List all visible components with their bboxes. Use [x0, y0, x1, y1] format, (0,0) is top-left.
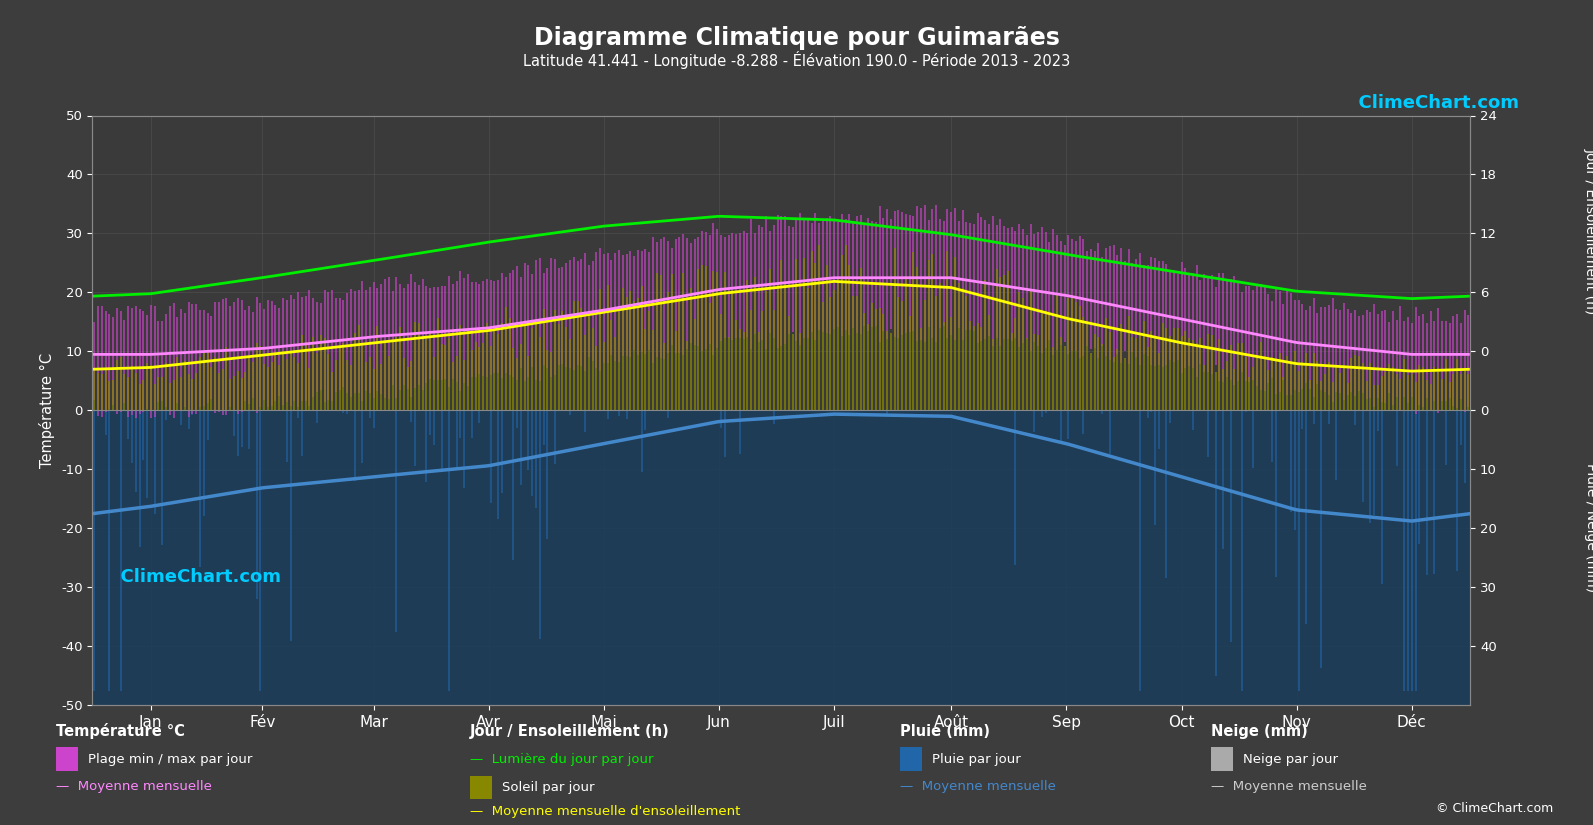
Text: © ClimeChart.com: © ClimeChart.com [1435, 802, 1553, 815]
Text: Plage min / max par jour: Plage min / max par jour [88, 752, 252, 766]
Text: Jour / Ensoleillement (h): Jour / Ensoleillement (h) [470, 724, 669, 739]
Text: —  Moyenne mensuelle: — Moyenne mensuelle [56, 780, 212, 794]
Text: —  Moyenne mensuelle: — Moyenne mensuelle [1211, 780, 1367, 794]
Text: Pluie (mm): Pluie (mm) [900, 724, 989, 739]
Text: —  Lumière du jour par jour: — Lumière du jour par jour [470, 753, 653, 766]
Text: Température °C: Température °C [56, 723, 185, 739]
Text: Soleil par jour: Soleil par jour [502, 780, 594, 794]
Text: —  Moyenne mensuelle d'ensoleillement: — Moyenne mensuelle d'ensoleillement [470, 805, 741, 818]
Text: Neige par jour: Neige par jour [1243, 752, 1338, 766]
Text: Pluie / Neige (mm): Pluie / Neige (mm) [1583, 464, 1593, 592]
Text: ClimeChart.com: ClimeChart.com [108, 568, 282, 587]
Text: Diagramme Climatique pour Guimarães: Diagramme Climatique pour Guimarães [534, 26, 1059, 50]
Text: —  Moyenne mensuelle: — Moyenne mensuelle [900, 780, 1056, 794]
Text: Jour / Ensoleillement (h): Jour / Ensoleillement (h) [1583, 148, 1593, 314]
Text: Neige (mm): Neige (mm) [1211, 724, 1308, 739]
Y-axis label: Température °C: Température °C [40, 353, 56, 468]
Text: Latitude 41.441 - Longitude -8.288 - Élévation 190.0 - Période 2013 - 2023: Latitude 41.441 - Longitude -8.288 - Élé… [523, 51, 1070, 69]
Text: Pluie par jour: Pluie par jour [932, 752, 1021, 766]
Text: ClimeChart.com: ClimeChart.com [1346, 94, 1520, 112]
